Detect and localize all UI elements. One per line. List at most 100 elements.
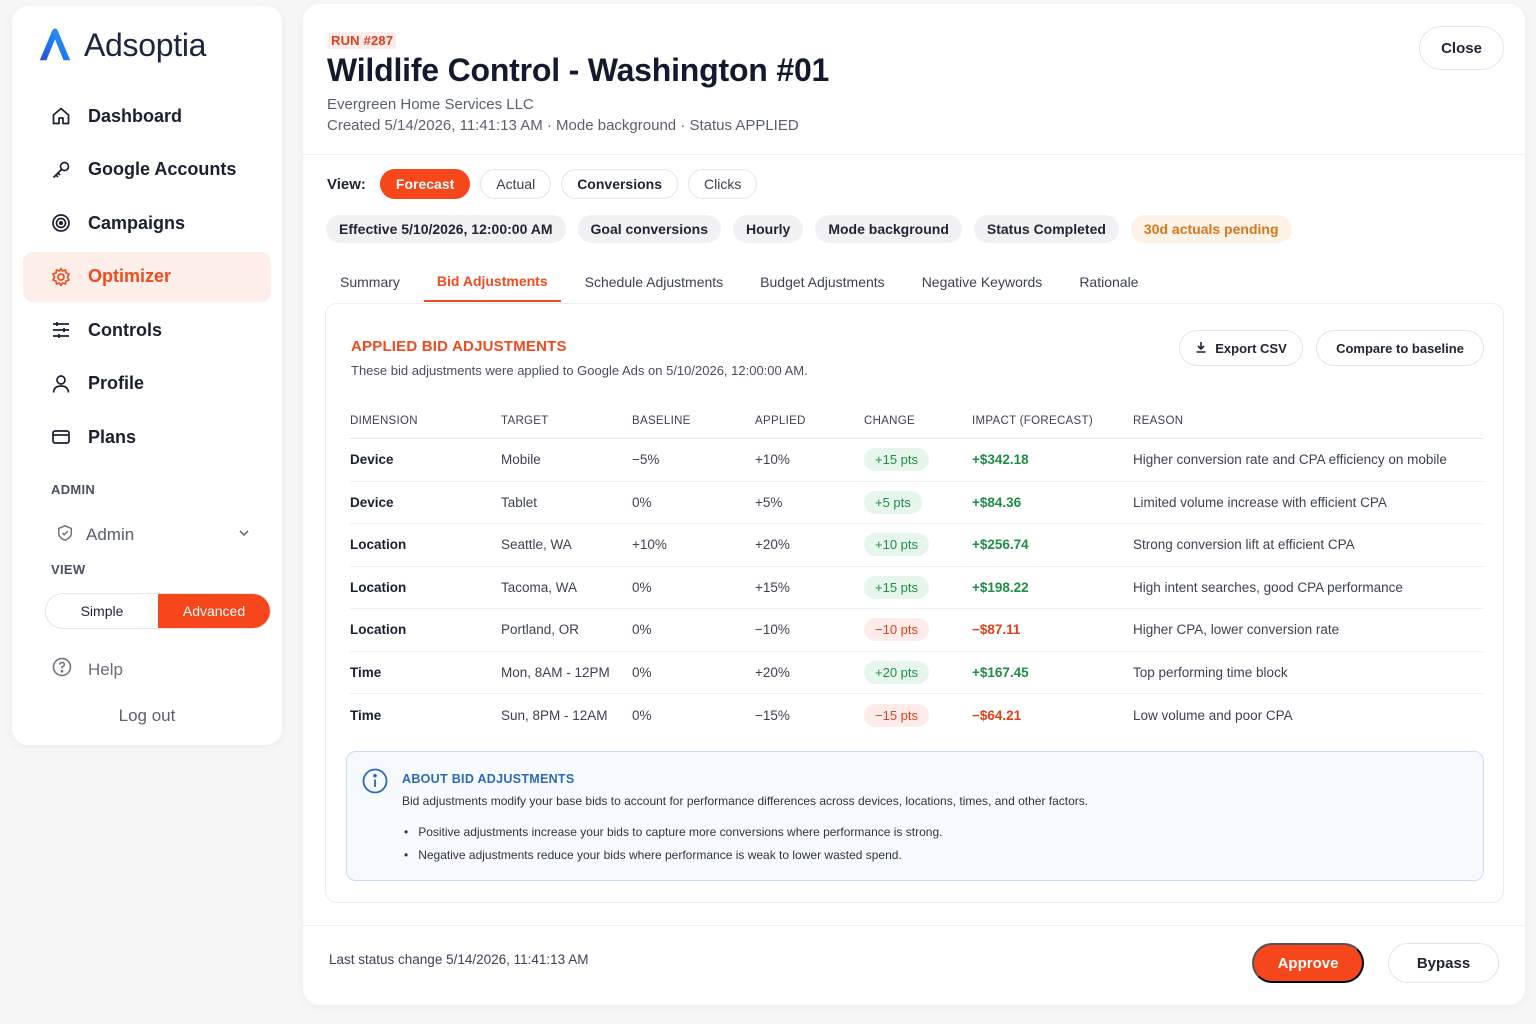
change-cell: −10 pts	[864, 618, 972, 642]
table-body: Device Mobile −5% +10% +15 pts +$342.18 Higher…	[350, 439, 1483, 737]
reason-cell: Higher CPA, lower conversion rate	[1133, 622, 1340, 638]
info-icon	[362, 768, 388, 794]
target-cell: Portland, OR	[501, 622, 580, 638]
sidebar-nav: Dashboard Google Accounts Campaigns Opti…	[23, 91, 271, 466]
tab-bid-adjustments[interactable]: Bid Adjustments	[423, 262, 561, 302]
admin-label: Admin	[86, 525, 135, 544]
status-chip: Status Completed	[973, 215, 1119, 243]
change-cell: +5 pts	[864, 490, 972, 514]
sidebar-item-google-accounts[interactable]: Google Accounts	[23, 145, 271, 195]
change-cell: +20 pts	[864, 660, 972, 684]
dimension-cell: Device	[350, 452, 394, 468]
page-title: Wildlife Control - Washington #01	[327, 52, 830, 88]
download-icon	[1195, 341, 1207, 356]
applied-cell: +20%	[755, 537, 790, 553]
brand[interactable]: Adsoptia	[36, 26, 206, 64]
sidebar: Adsoptia Dashboard Google Accounts Campa…	[12, 6, 282, 745]
run-badge: RUN #287	[328, 32, 397, 49]
sidebar-item-label: Dashboard	[88, 105, 183, 126]
detail-tabs: Summary Bid Adjustments Schedule Adjustm…	[327, 262, 1162, 304]
tab-schedule-adjustments[interactable]: Schedule Adjustments	[584, 274, 724, 290]
help-link[interactable]: Help	[52, 657, 123, 682]
target-cell: Tacoma, WA	[501, 579, 578, 595]
change-cell: +10 pts	[864, 533, 972, 557]
close-button[interactable]: Close	[1419, 26, 1504, 70]
baseline-cell: +10%	[632, 537, 667, 553]
target-icon	[50, 212, 72, 234]
home-icon	[50, 105, 72, 127]
sidebar-item-profile[interactable]: Profile	[23, 359, 271, 409]
compare-baseline-button[interactable]: Compare to baseline	[1316, 330, 1484, 366]
table-row: Time Sun, 8PM - 12AM 0% −15% −15 pts −$64.21 L…	[350, 694, 1483, 737]
sidebar-item-optimizer[interactable]: Optimizer	[23, 251, 271, 302]
goal-chip: Goal conversions	[577, 215, 721, 243]
change-badge: +5 pts	[864, 490, 922, 514]
sidebar-item-label: Google Accounts	[88, 159, 237, 179]
table-row: Device Mobile −5% +10% +15 pts +$342.18 Higher…	[350, 439, 1483, 482]
impact-cell: +$342.18	[972, 452, 1029, 468]
column-header: IMPACT (FORECAST)	[972, 415, 1093, 427]
sidebar-item-dashboard[interactable]: Dashboard	[23, 91, 271, 141]
export-csv-button[interactable]: Export CSV	[1179, 330, 1303, 366]
user-icon	[50, 373, 72, 395]
sidebar-item-label: Controls	[88, 319, 162, 340]
view-actual-pill[interactable]: Actual	[480, 169, 552, 199]
tab-summary[interactable]: Summary	[340, 274, 400, 290]
dimension-cell: Time	[350, 707, 382, 723]
approve-button[interactable]: Approve	[1252, 943, 1364, 983]
applied-cell: −10%	[755, 622, 790, 638]
card-icon	[50, 426, 72, 448]
applied-cell: +15%	[755, 579, 790, 595]
view-simple-option[interactable]: Simple	[80, 603, 124, 619]
table-row: Time Mon, 8AM - 12PM 0% +20% +20 pts +$167.45…	[350, 652, 1483, 694]
impact-cell: +$167.45	[972, 664, 1029, 680]
column-header: CHANGE	[864, 415, 916, 427]
sidebar-item-controls[interactable]: Controls	[23, 305, 271, 355]
change-cell: −15 pts	[864, 703, 972, 727]
sidebar-item-campaigns[interactable]: Campaigns	[23, 198, 271, 248]
table-row: Location Tacoma, WA 0% +15% +15 pts +$198.22 H…	[350, 567, 1483, 609]
change-cell: +15 pts	[864, 448, 972, 472]
baseline-cell: 0%	[632, 494, 652, 510]
sidebar-item-plans[interactable]: Plans	[23, 412, 271, 462]
run-meta: Created 5/14/2026, 11:41:13 AM · Mode ba…	[327, 117, 799, 134]
card-description: These bid adjustments were applied to Go…	[351, 363, 808, 378]
sidebar-item-label: Optimizer	[88, 266, 172, 286]
list-item: Negative adjustments reduce your bids wh…	[402, 843, 942, 866]
last-status-change: Last status change 5/14/2026, 11:41:13 A…	[329, 952, 589, 967]
dimension-cell: Location	[350, 579, 407, 595]
view-forecast-pill[interactable]: Forecast	[379, 169, 471, 199]
baseline-cell: 0%	[632, 579, 652, 595]
tab-budget-adjustments[interactable]: Budget Adjustments	[760, 274, 885, 290]
table-row: Location Seattle, WA +10% +20% +10 pts +$256.…	[350, 524, 1483, 567]
impact-cell: +$84.36	[972, 494, 1022, 510]
baseline-cell: 0%	[632, 707, 652, 723]
applied-cell: +5%	[755, 494, 783, 510]
dimension-cell: Location	[350, 537, 407, 553]
view-clicks-pill[interactable]: Clicks	[688, 169, 758, 199]
admin-section-label: ADMIN	[51, 482, 96, 497]
view-conversions-pill[interactable]: Conversions	[561, 169, 678, 199]
bypass-button[interactable]: Bypass	[1388, 943, 1499, 983]
change-badge: +15 pts	[864, 448, 930, 472]
change-cell: +15 pts	[864, 575, 972, 599]
chevron-down-icon	[237, 526, 251, 545]
table-row: Device Tablet 0% +5% +5 pts +$84.36 Limited vo…	[350, 482, 1483, 524]
applied-cell: +20%	[755, 664, 790, 680]
target-cell: Mobile	[501, 452, 541, 468]
logout-link[interactable]: Log out	[118, 706, 176, 725]
view-advanced-option[interactable]: Advanced	[158, 594, 270, 628]
baseline-cell: −5%	[632, 452, 660, 468]
applied-cell: −15%	[755, 707, 790, 723]
baseline-cell: 0%	[632, 622, 652, 638]
list-item: Positive adjustments increase your bids …	[402, 820, 942, 843]
help-label: Help	[88, 659, 123, 679]
view-section-label: VIEW	[51, 562, 86, 577]
tab-rationale[interactable]: Rationale	[1079, 274, 1139, 290]
info-callout: ABOUT BID ADJUSTMENTS Bid adjustments mo…	[346, 751, 1484, 881]
admin-dropdown[interactable]: Admin	[56, 521, 251, 549]
tab-negative-keywords[interactable]: Negative Keywords	[921, 274, 1043, 290]
change-badge: −10 pts	[864, 618, 930, 642]
footer-divider	[303, 925, 1525, 926]
info-bullets: Positive adjustments increase your bids …	[402, 820, 942, 866]
